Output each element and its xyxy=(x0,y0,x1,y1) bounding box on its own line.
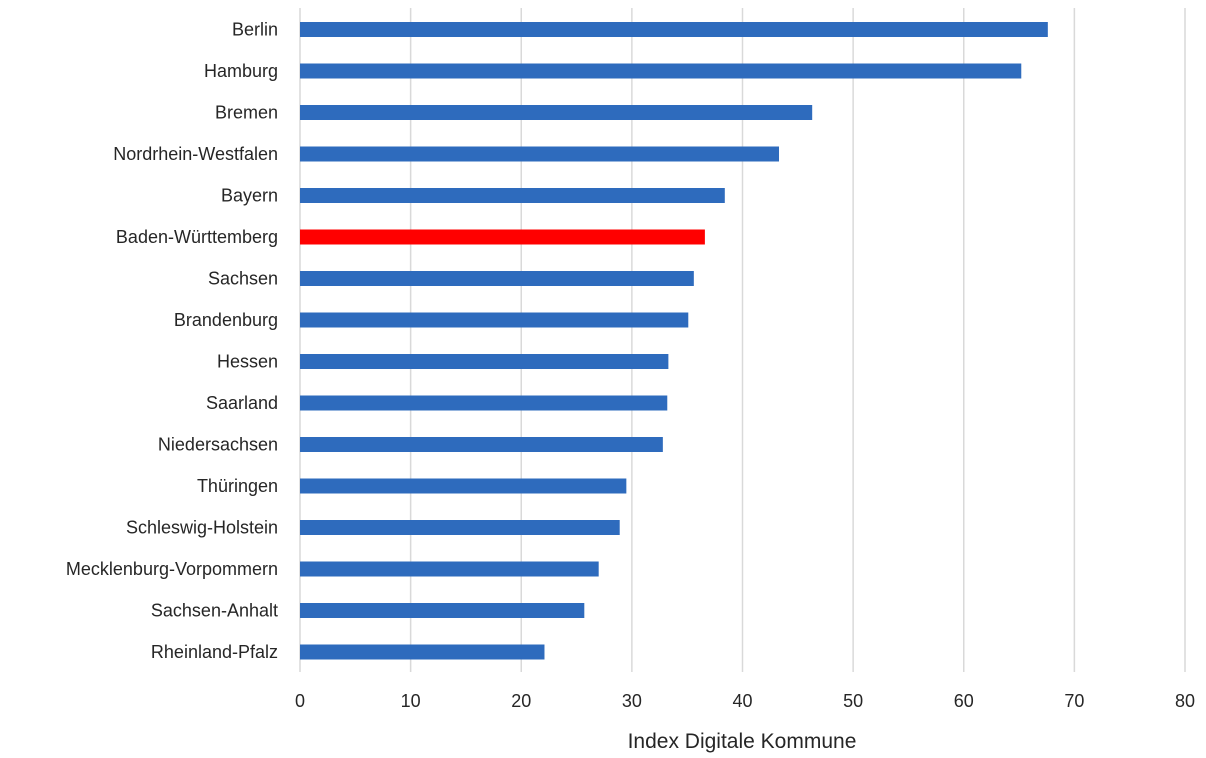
bar-saarland xyxy=(300,395,668,411)
x-tick-label-30: 30 xyxy=(622,691,642,711)
bar-baden-wuerttemberg xyxy=(300,229,705,245)
category-label-mecklenburg-vorpommern: Mecklenburg-Vorpommern xyxy=(66,559,278,579)
category-label-thueringen: Thüringen xyxy=(197,476,278,496)
category-labels: Berlin Hamburg Bremen Nordrhein-Westfalen Ba… xyxy=(66,20,278,663)
bar-sachsen-anhalt xyxy=(300,603,585,618)
bar-hessen xyxy=(300,354,669,369)
category-label-bayern: Bayern xyxy=(221,186,278,206)
category-label-schleswig-holstein: Schleswig-Holstein xyxy=(126,518,278,538)
category-label-sachsen: Sachsen xyxy=(208,269,278,289)
bar-sachsen xyxy=(300,271,694,286)
category-label-saarland: Saarland xyxy=(206,393,278,413)
bar-bayern xyxy=(300,188,725,203)
bar-niedersachsen xyxy=(300,437,663,452)
category-label-nordrhein-westfalen: Nordrhein-Westfalen xyxy=(113,144,278,164)
x-tick-label-10: 10 xyxy=(401,691,421,711)
bar-schleswig-holstein xyxy=(300,520,620,535)
bar-brandenburg xyxy=(300,312,689,328)
bar-rheinland-pfalz xyxy=(300,644,545,660)
category-label-baden-wuerttemberg: Baden-Württemberg xyxy=(116,227,278,247)
category-label-brandenburg: Brandenburg xyxy=(174,310,278,330)
x-tick-label-70: 70 xyxy=(1064,691,1084,711)
category-label-niedersachsen: Niedersachsen xyxy=(158,435,278,455)
bar-nordrhein-westfalen xyxy=(300,146,780,162)
x-tick-label-20: 20 xyxy=(511,691,531,711)
bars xyxy=(300,22,1048,660)
category-label-bremen: Bremen xyxy=(215,103,278,123)
category-label-rheinland-pfalz: Rheinland-Pfalz xyxy=(151,642,278,662)
x-tick-label-50: 50 xyxy=(843,691,863,711)
bar-mecklenburg-vorpommern xyxy=(300,561,599,577)
category-label-sachsen-anhalt: Sachsen-Anhalt xyxy=(151,601,278,621)
x-tick-label-80: 80 xyxy=(1175,691,1195,711)
x-axis-ticks: 0 10 20 30 40 50 60 70 80 xyxy=(295,691,1195,711)
category-label-berlin: Berlin xyxy=(232,20,278,40)
x-tick-label-40: 40 xyxy=(732,691,752,711)
x-tick-label-0: 0 xyxy=(295,691,305,711)
x-tick-label-60: 60 xyxy=(954,691,974,711)
category-label-hamburg: Hamburg xyxy=(204,61,278,81)
bar-berlin xyxy=(300,22,1048,37)
category-label-hessen: Hessen xyxy=(217,352,278,372)
bar-thueringen xyxy=(300,478,627,494)
bar-hamburg xyxy=(300,63,1022,79)
bar-bremen xyxy=(300,105,813,120)
x-axis-title: Index Digitale Kommune xyxy=(628,730,857,753)
